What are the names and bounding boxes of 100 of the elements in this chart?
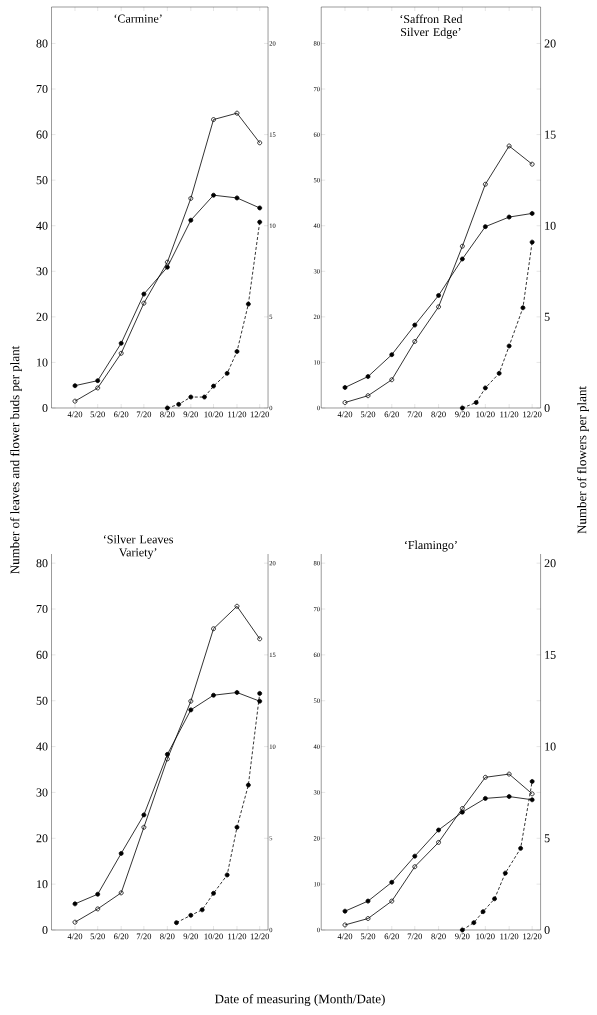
y-tick-label: 40: [36, 742, 48, 751]
x-tick-label: 9/20: [183, 933, 199, 940]
y2-tick-label: 5: [544, 312, 550, 321]
point: [506, 143, 512, 149]
x-tick-label: 6/20: [384, 933, 400, 940]
y2-tick-label: 20: [544, 39, 556, 48]
x-tick-label: 5/20: [90, 933, 105, 940]
point: [211, 117, 216, 122]
point: [141, 291, 147, 297]
point: [141, 812, 147, 818]
point: [234, 195, 240, 201]
x-tick-label: 10/20: [476, 933, 495, 940]
y2-tick-label: 10: [545, 221, 556, 230]
point: [118, 340, 124, 346]
point: [234, 349, 240, 354]
y-tick-label: 30: [36, 267, 48, 276]
point: [471, 920, 477, 926]
point: [188, 707, 194, 713]
y-tick-label: 0: [42, 925, 48, 935]
x-tick-label: 11/20: [228, 411, 247, 418]
point: [506, 771, 512, 777]
point: [234, 603, 240, 609]
point: [245, 301, 251, 307]
point: [188, 698, 194, 704]
point: [211, 692, 216, 698]
point: [459, 806, 465, 811]
point: [412, 853, 418, 859]
x-tick-label: 12/20: [523, 933, 542, 940]
point: [506, 794, 512, 799]
chart-title: ‘Flamingo’: [405, 540, 457, 552]
point: [365, 916, 371, 921]
point: [389, 879, 395, 885]
point: [234, 690, 240, 695]
point: [389, 352, 395, 358]
x-tick-label: 6/20: [113, 411, 129, 418]
x-tick-label: 5/20: [90, 411, 105, 418]
point: [202, 394, 207, 400]
point: [529, 797, 535, 803]
y2-tick-label: 15: [545, 130, 556, 139]
point: [211, 626, 216, 632]
point: [72, 901, 78, 907]
x-tick-label: 11/20: [500, 411, 519, 418]
point: [459, 927, 465, 933]
point: [141, 824, 147, 830]
point: [141, 300, 147, 306]
x-tick-label: 4/20: [337, 933, 353, 940]
point: [199, 907, 205, 913]
point: [118, 350, 124, 356]
x-tick-label: 8/20: [160, 933, 175, 940]
y2-tick-label: 15: [545, 650, 556, 659]
y-tick-label: 60: [36, 130, 48, 139]
y-tick-label: 20: [36, 834, 48, 843]
point: [459, 809, 465, 815]
point: [188, 394, 194, 400]
point: [257, 698, 263, 704]
point: [389, 377, 395, 383]
point: [412, 864, 418, 870]
y-tick-label: 50: [36, 176, 48, 185]
x-tick-label: 4/20: [337, 411, 353, 418]
point: [482, 795, 488, 801]
point: [459, 243, 465, 249]
point: [529, 779, 535, 784]
point: [412, 339, 418, 344]
y2-tick-label: 10: [545, 742, 556, 751]
point: [95, 906, 101, 912]
point: [211, 383, 216, 389]
x-tick-label: 12/20: [250, 933, 270, 940]
point: [436, 304, 441, 310]
point: [436, 293, 441, 298]
point: [502, 870, 508, 876]
point: [436, 840, 441, 845]
x-tick-label: 11/20: [228, 933, 247, 940]
point: [257, 205, 263, 211]
text: ‘Saffron Red Silver Edge’: [400, 14, 463, 39]
y-tick-label: 60: [36, 650, 48, 659]
point: [234, 824, 240, 830]
x-tick-label: 12/20: [523, 411, 542, 418]
point: [164, 259, 170, 265]
y2-tick-label: 20: [544, 559, 556, 568]
point: [482, 774, 488, 780]
point: [412, 322, 418, 328]
x-tick-label: 5/20: [360, 411, 376, 418]
point: [492, 896, 497, 902]
y-tick-label: 70: [36, 84, 48, 94]
point: [529, 211, 535, 216]
point: [365, 393, 371, 399]
point: [188, 217, 194, 223]
point: [95, 385, 101, 391]
x-tick-label: 7/20: [407, 411, 423, 418]
point: [496, 370, 502, 376]
point: [224, 872, 230, 878]
point: [188, 912, 194, 918]
point: [257, 219, 263, 225]
y-tick-label: 40: [36, 221, 48, 230]
y-tick-label: 0: [42, 403, 48, 413]
x-tick-label: 7/20: [136, 411, 152, 418]
x-tick-label: 8/20: [160, 411, 175, 418]
x-tick-label: 8/20: [431, 933, 446, 940]
y-tick-label: 50: [36, 696, 48, 705]
x-tick-label: 7/20: [136, 933, 152, 940]
